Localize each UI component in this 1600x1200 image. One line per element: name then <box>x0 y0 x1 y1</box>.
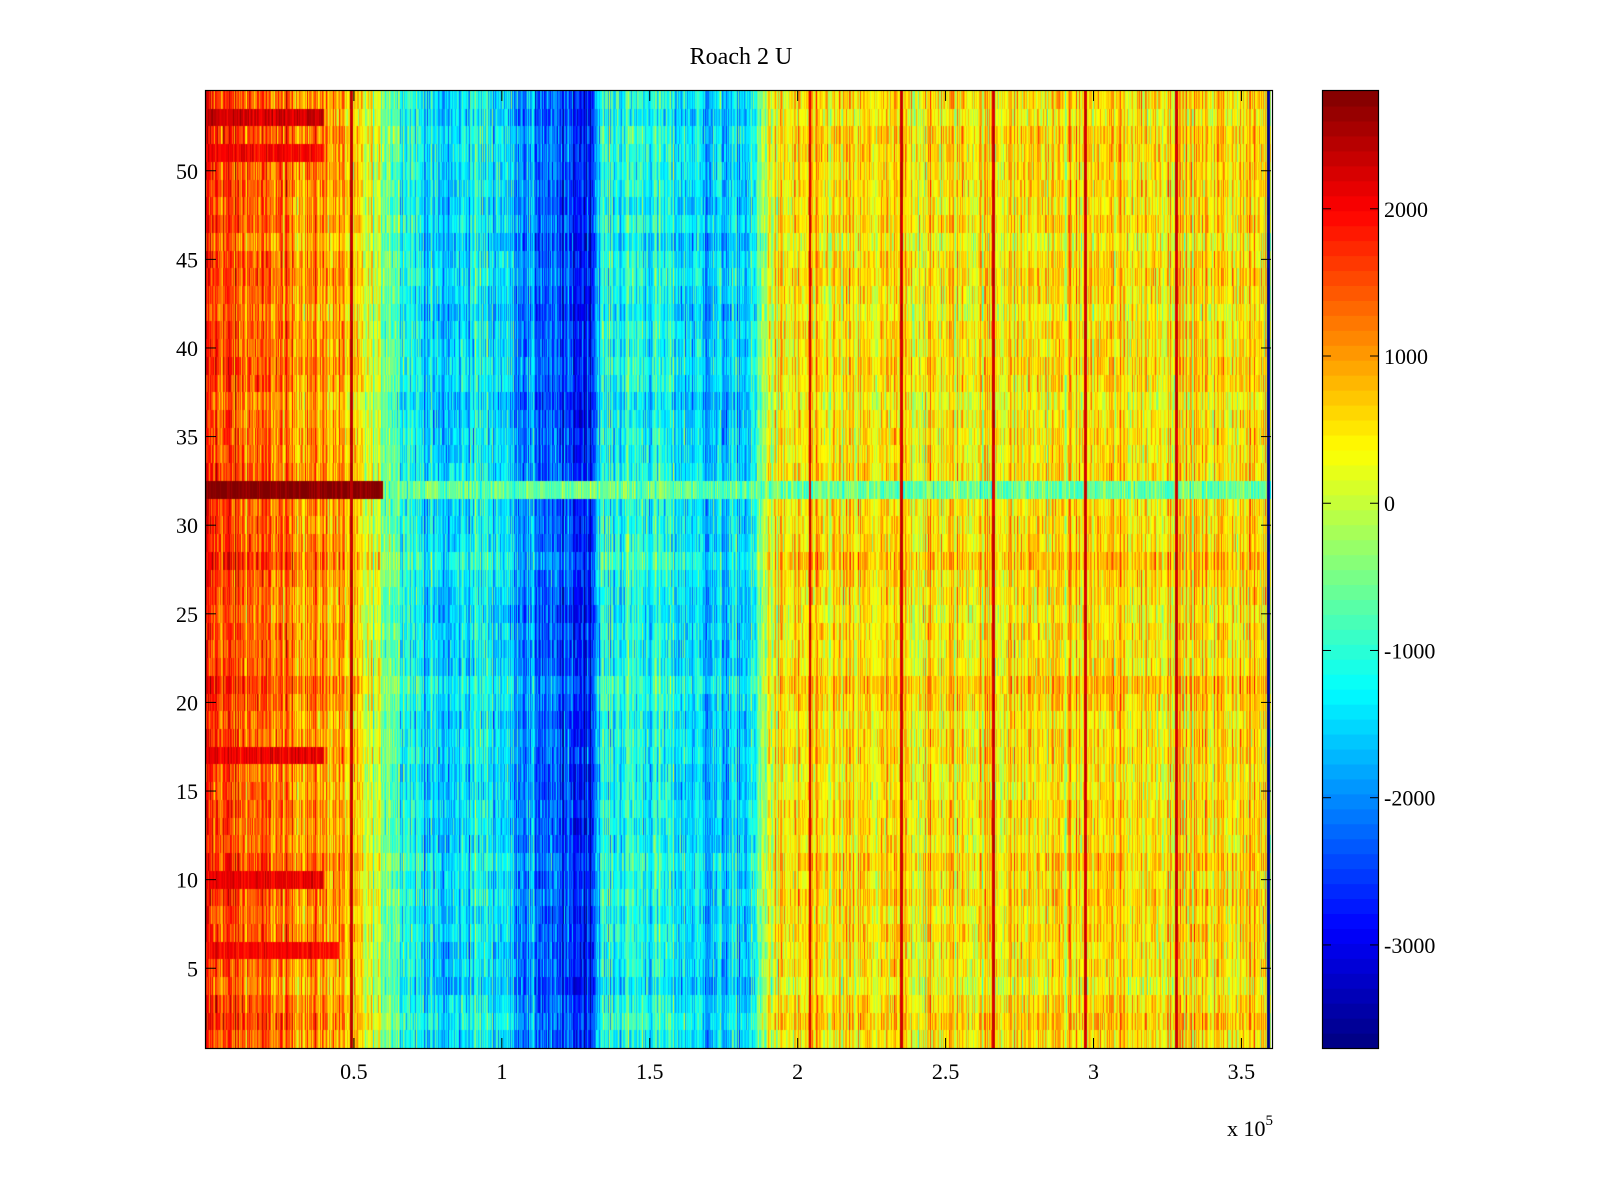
heatmap-canvas <box>206 91 1271 1048</box>
colorbar-band <box>1323 898 1378 915</box>
colorbar-band <box>1323 988 1378 1004</box>
colorbar-band <box>1323 778 1378 795</box>
colorbar-band <box>1323 1033 1378 1049</box>
colorbar-band <box>1323 539 1378 556</box>
y-tick-label: 50 <box>176 159 198 184</box>
colorbar-band <box>1323 180 1378 197</box>
colorbar-band <box>1323 270 1378 286</box>
colorbar-band <box>1323 614 1378 630</box>
chart-title: Roach 2 U <box>690 44 793 70</box>
colorbar-band <box>1323 674 1378 690</box>
x-multiplier-exponent: 5 <box>1266 1113 1274 1129</box>
colorbar-band <box>1323 868 1378 885</box>
x-tick-label: 3.5 <box>1228 1059 1256 1084</box>
colorbar-band <box>1323 210 1378 227</box>
colorbar-tick-label: 0 <box>1384 491 1395 516</box>
colorbar-band <box>1323 405 1378 421</box>
y-tick-label: 35 <box>176 425 198 450</box>
colorbar-tick-label: -3000 <box>1384 933 1435 958</box>
x-tick-label: 0.5 <box>340 1059 368 1084</box>
colorbar-band <box>1323 793 1378 810</box>
colorbar-band <box>1323 733 1378 750</box>
colorbar-band <box>1323 928 1378 944</box>
colorbar-band <box>1323 285 1378 301</box>
colorbar-band <box>1323 509 1378 526</box>
y-tick-label: 10 <box>176 868 198 893</box>
colorbar-band <box>1323 689 1378 705</box>
colorbar-band <box>1323 494 1378 511</box>
colorbar-band <box>1323 135 1378 152</box>
colorbar-band <box>1323 748 1378 765</box>
colorbar-tick-label: -1000 <box>1384 638 1435 663</box>
colorbar-band <box>1323 704 1378 720</box>
colorbar-band <box>1323 958 1378 974</box>
colorbar-band <box>1323 375 1378 391</box>
colorbar-band <box>1323 255 1378 272</box>
y-tick-label: 45 <box>176 247 198 272</box>
y-axis: 5 10 15 20 25 30 35 40 45 50 <box>176 159 1271 981</box>
colorbar-band <box>1323 569 1378 586</box>
x-tick-label: 1.5 <box>636 1059 664 1084</box>
colorbar-band <box>1323 973 1378 989</box>
colorbar-frame <box>1321 89 1380 1050</box>
colorbar-band <box>1323 120 1378 137</box>
x-multiplier-label: x 105 <box>1227 1113 1273 1141</box>
colorbar-band <box>1323 763 1378 780</box>
x-tick-label: 3 <box>1088 1059 1099 1084</box>
x-axis: 0.5 1 1.5 2 2.5 3 3.5 <box>340 91 1255 1084</box>
colorbar-band <box>1323 838 1378 855</box>
plot-frame <box>204 89 1274 1050</box>
colorbar-tick-label: 2000 <box>1384 197 1428 222</box>
colorbar-band <box>1323 823 1378 840</box>
colorbar-band <box>1323 105 1378 122</box>
colorbar-band <box>1323 240 1378 257</box>
colorbar-band <box>1323 524 1378 541</box>
colorbar-band <box>1323 853 1378 870</box>
colorbar-band <box>1323 808 1378 825</box>
colorbar-band <box>1323 315 1378 331</box>
colorbar-band <box>1323 1018 1378 1034</box>
colorbar-tick-label: 1000 <box>1384 344 1428 369</box>
colorbar-band <box>1323 165 1378 182</box>
y-tick-label: 15 <box>176 779 198 804</box>
y-tick-label: 20 <box>176 690 198 715</box>
colorbar: -3000 -2000 -1000 0 1000 2000 <box>1321 89 1435 1050</box>
colorbar-band <box>1323 554 1378 571</box>
colorbar-band <box>1323 659 1378 675</box>
colorbar-band <box>1323 629 1378 645</box>
y-tick-label: 5 <box>187 956 198 981</box>
y-tick-label: 25 <box>176 602 198 627</box>
y-tick-label: 40 <box>176 336 198 361</box>
colorbar-tick-label: -2000 <box>1384 786 1435 811</box>
colorbar-band <box>1323 1003 1378 1019</box>
colorbar-band <box>1323 225 1378 242</box>
colorbar-band <box>1323 195 1378 212</box>
colorbar-band <box>1323 419 1378 436</box>
colorbar-band <box>1323 434 1378 451</box>
colorbar-band <box>1323 150 1378 167</box>
colorbar-band <box>1323 330 1378 346</box>
colorbar-band <box>1323 584 1378 600</box>
colorbar-band <box>1323 599 1378 615</box>
colorbar-band <box>1323 390 1378 406</box>
y-tick-label: 30 <box>176 513 198 538</box>
x-tick-label: 2 <box>792 1059 803 1084</box>
colorbar-band <box>1323 300 1378 316</box>
colorbar-band <box>1323 883 1378 900</box>
colorbar-band <box>1323 644 1378 660</box>
colorbar-band <box>1323 360 1378 376</box>
colorbar-band <box>1323 345 1378 361</box>
colorbar-band <box>1323 91 1378 107</box>
heatmap-area <box>206 91 1271 1048</box>
x-tick-label: 2.5 <box>932 1059 960 1084</box>
colorbar-band <box>1323 913 1378 929</box>
x-tick-label: 1 <box>496 1059 507 1084</box>
colorbar-band <box>1323 449 1378 466</box>
colorbar-band <box>1323 943 1378 959</box>
colorbar-band <box>1323 464 1378 481</box>
colorbar-band <box>1323 479 1378 496</box>
colorbar-band <box>1323 719 1378 735</box>
